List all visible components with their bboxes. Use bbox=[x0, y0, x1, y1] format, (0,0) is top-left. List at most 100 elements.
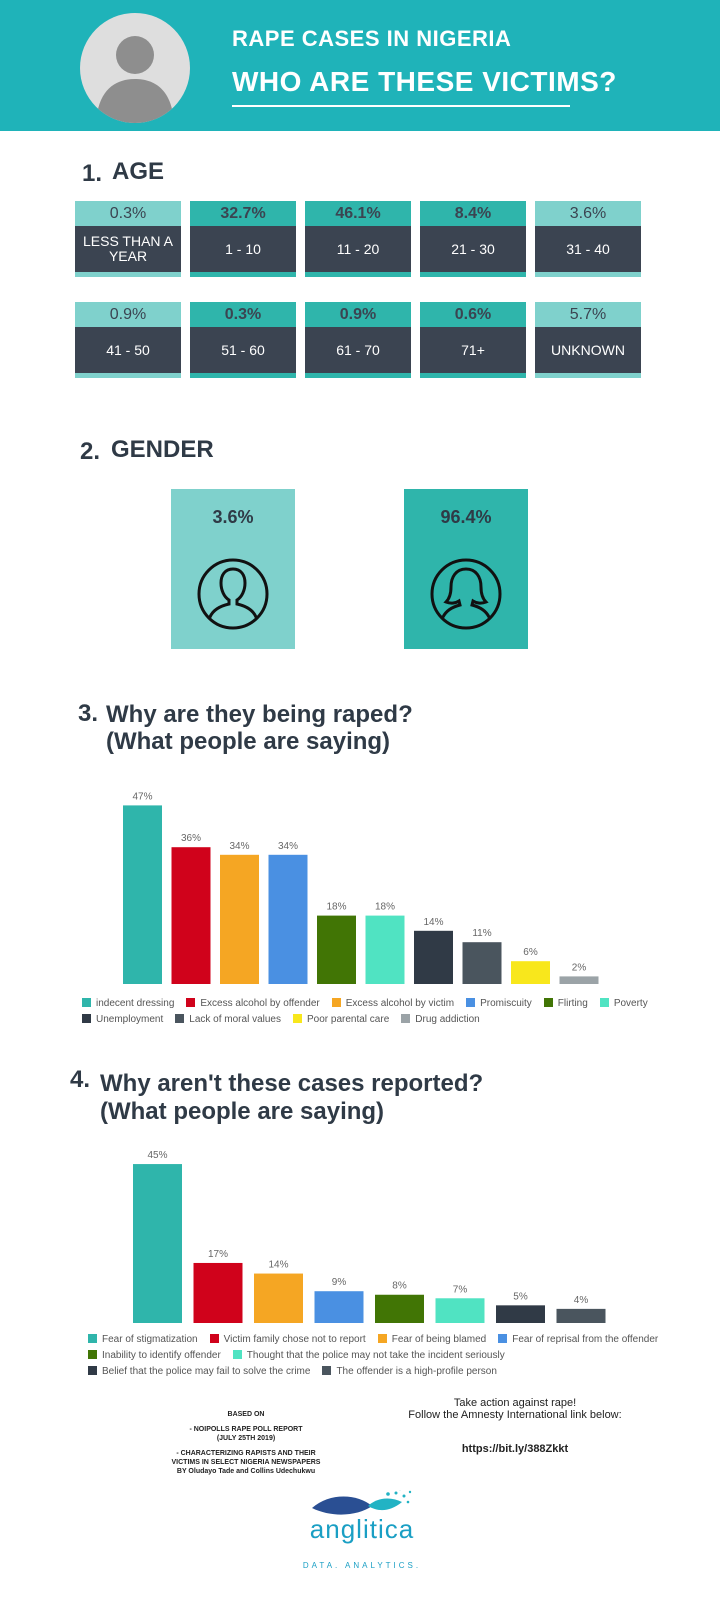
age-box-footer bbox=[190, 272, 296, 277]
bar-chart-svg: 47% 36% 34% 34% 18% 18% 14% 11% 6% 2% bbox=[123, 791, 599, 984]
chart-reasons: 47% 36% 34% 34% 18% 18% 14% 11% 6% 2% bbox=[0, 780, 720, 990]
bar bbox=[556, 1308, 606, 1323]
legend-item: Poor parental care bbox=[292, 1012, 390, 1028]
age-box: 0.3% LESS THAN A YEAR bbox=[75, 201, 181, 277]
age-range-label: 51 - 60 bbox=[221, 341, 265, 358]
legend-label: Promiscuity bbox=[480, 998, 532, 1009]
legend-label: Flirting bbox=[557, 998, 588, 1009]
section-subtitle: (What people are saying) bbox=[100, 1098, 385, 1125]
age-percent: 8.4% bbox=[420, 201, 526, 226]
bar bbox=[317, 915, 356, 984]
legend-label: The offender is a high-profile person bbox=[336, 1366, 497, 1377]
amnesty-link[interactable]: https://bit.ly/388Zkkt bbox=[461, 1443, 569, 1455]
section-title: GENDER bbox=[111, 436, 214, 463]
female-icon bbox=[430, 558, 502, 630]
section-title: Why are they being raped? bbox=[106, 701, 413, 728]
legend-item: Fear of stigmatization bbox=[88, 1332, 198, 1348]
bar-value-label: 34% bbox=[278, 841, 298, 852]
age-box: 32.7% 1 - 10 bbox=[190, 201, 296, 277]
legend-item: Excess alcohol by offender bbox=[186, 996, 320, 1012]
section-number: 3. bbox=[78, 700, 99, 727]
bar-value-label: 45% bbox=[147, 1150, 167, 1161]
age-box: 0.9% 61 - 70 bbox=[305, 302, 411, 378]
age-box: 46.1% 11 - 20 bbox=[305, 201, 411, 277]
legend-item: Inability to identify offender bbox=[88, 1348, 221, 1364]
header-banner: RAPE CASES IN NIGERIA WHO ARE THESE VICT… bbox=[0, 0, 720, 131]
age-range-label: 11 - 20 bbox=[336, 240, 380, 257]
bar bbox=[435, 1298, 485, 1323]
legend-item: indecent dressing bbox=[82, 996, 174, 1012]
legend-item: Belief that the police may fail to solve… bbox=[88, 1364, 310, 1380]
legend-label: Fear of reprisal from the offender bbox=[512, 1334, 659, 1345]
bar-value-label: 17% bbox=[208, 1249, 228, 1260]
bar bbox=[375, 1294, 424, 1323]
legend-label: Poor parental care bbox=[306, 1014, 390, 1025]
logo-mark bbox=[312, 1490, 412, 1515]
header-underline bbox=[232, 105, 570, 107]
age-box-footer bbox=[75, 272, 181, 277]
source-line: BY Oludayo Tade and Collins Udechukwu bbox=[176, 1468, 316, 1475]
gender-female-pct: 96.4% bbox=[440, 507, 492, 527]
legend-item: Fear of reprisal from the offender bbox=[498, 1332, 658, 1348]
legend-label: Unemployment bbox=[96, 1014, 164, 1025]
legend-item: Unemployment bbox=[82, 1012, 163, 1028]
bar bbox=[254, 1273, 303, 1323]
male-icon bbox=[197, 558, 269, 630]
bar-value-label: 14% bbox=[268, 1260, 288, 1271]
age-box: 0.6% 71+ bbox=[420, 302, 526, 378]
bar bbox=[314, 1291, 364, 1323]
bar bbox=[511, 961, 550, 984]
legend-label: Fear of being blamed bbox=[391, 1334, 487, 1345]
legend-item: Promiscuity bbox=[466, 996, 532, 1012]
call-to-action: Take action against rape! Follow the Amn… bbox=[380, 1397, 650, 1421]
age-range-label: 61 - 70 bbox=[336, 341, 380, 358]
legend-item: The offender is a high-profile person bbox=[322, 1364, 497, 1380]
legend-item: Drug addiction bbox=[401, 1012, 480, 1028]
bar-value-label: 47% bbox=[132, 791, 152, 802]
source-line: - NOIPOLLS RAPE POLL REPORT bbox=[189, 1426, 303, 1433]
section-title: AGE bbox=[112, 158, 165, 185]
age-box: 0.9% 41 - 50 bbox=[75, 302, 181, 378]
legend-swatch bbox=[377, 1334, 387, 1343]
bar bbox=[171, 847, 211, 984]
legend-swatch bbox=[82, 998, 91, 1007]
age-range-label: 71+ bbox=[461, 341, 485, 358]
cta-line: Take action against rape! bbox=[453, 1397, 577, 1409]
legend-swatch bbox=[88, 1350, 97, 1359]
chart-not-reported-legend: Fear of stigmatization Victim family chos… bbox=[88, 1332, 688, 1380]
header-title: RAPE CASES IN NIGERIA bbox=[232, 26, 512, 51]
logo-wordmark: anglitica bbox=[309, 1514, 415, 1544]
age-box-footer bbox=[535, 373, 641, 378]
legend-label: Drug addiction bbox=[415, 1014, 480, 1025]
chart-reasons-legend: indecent dressing Excess alcohol by offen… bbox=[82, 996, 682, 1028]
source-line: - CHARACTERIZING RAPISTS AND THEIR bbox=[176, 1450, 316, 1457]
legend-swatch bbox=[331, 998, 341, 1007]
legend-label: Poverty bbox=[613, 998, 648, 1009]
legend-swatch bbox=[543, 998, 553, 1007]
age-box-footer bbox=[190, 373, 296, 378]
age-box-footer bbox=[420, 373, 526, 378]
bar bbox=[220, 854, 259, 984]
bar bbox=[268, 854, 308, 984]
logo-tagline: DATA. ANALYTICS. bbox=[302, 1561, 422, 1570]
age-range-label: UNKNOWN bbox=[551, 341, 625, 358]
age-range-label: 31 - 40 bbox=[566, 240, 610, 257]
legend-item: Flirting bbox=[543, 996, 588, 1012]
legend-item: Thought that the police may not take the… bbox=[232, 1348, 505, 1364]
legend-swatch bbox=[322, 1366, 332, 1375]
bar-value-label: 8% bbox=[392, 1281, 407, 1292]
bar-value-label: 14% bbox=[423, 917, 443, 928]
source-line: (JULY 25TH 2019) bbox=[216, 1435, 276, 1442]
age-box: 5.7% UNKNOWN bbox=[535, 302, 641, 378]
legend-label: Excess alcohol by victim bbox=[345, 998, 455, 1009]
age-percent: 0.6% bbox=[420, 302, 526, 327]
bar-value-label: 18% bbox=[375, 902, 395, 913]
section-subtitle: (What people are saying) bbox=[106, 728, 391, 755]
bar-value-label: 36% bbox=[181, 833, 201, 844]
bar bbox=[365, 915, 405, 984]
legend-label: Inability to identify offender bbox=[102, 1350, 221, 1361]
legend-swatch bbox=[401, 1014, 411, 1023]
age-percent: 32.7% bbox=[190, 201, 296, 226]
legend-swatch bbox=[498, 1334, 508, 1343]
legend-label: Lack of moral values bbox=[189, 1014, 281, 1025]
